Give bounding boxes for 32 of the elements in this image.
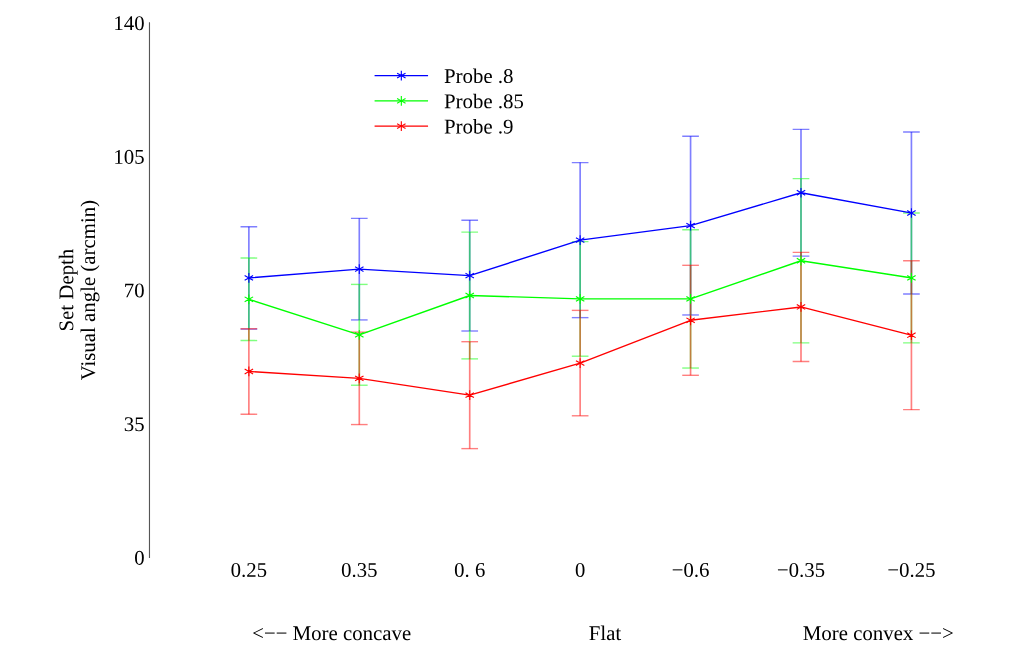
x-tick-label: 0.35 — [341, 562, 377, 578]
y-axis-title: Set Depth Visual angle (arcmin) — [58, 200, 100, 381]
legend-label: Probe .9 — [444, 118, 513, 134]
point — [354, 329, 365, 341]
y-tick-label: 140 — [115, 16, 144, 31]
text: Flat — [589, 625, 622, 641]
point — [244, 272, 254, 284]
point — [354, 372, 365, 384]
point — [796, 255, 806, 267]
y-tick-label: 35 — [124, 417, 144, 432]
text: More convex −−> — [803, 626, 953, 641]
text: <−− More concave — [253, 626, 411, 641]
point — [575, 293, 585, 305]
point — [464, 389, 475, 401]
x-tick-label: −0.25 — [888, 562, 935, 578]
x-tick-label: 0. 6 — [454, 562, 485, 578]
y-tick-label: 105 — [115, 149, 144, 164]
point — [575, 357, 585, 369]
point — [906, 329, 917, 341]
x-tick-label: 0.25 — [231, 562, 267, 578]
legend-label: Probe .85 — [444, 93, 524, 109]
point — [796, 301, 806, 313]
point — [685, 220, 696, 232]
y-tick-label: 70 — [125, 283, 144, 298]
x-tick-label: −0.6 — [672, 562, 709, 578]
legend-label: Probe .8 — [444, 68, 513, 84]
y-tick-label: 0 — [135, 550, 144, 565]
point — [796, 187, 806, 199]
point — [685, 314, 696, 326]
point — [906, 272, 917, 284]
x-tick-label: 0 — [575, 562, 585, 577]
x-tick-label: −0.35 — [777, 562, 825, 578]
